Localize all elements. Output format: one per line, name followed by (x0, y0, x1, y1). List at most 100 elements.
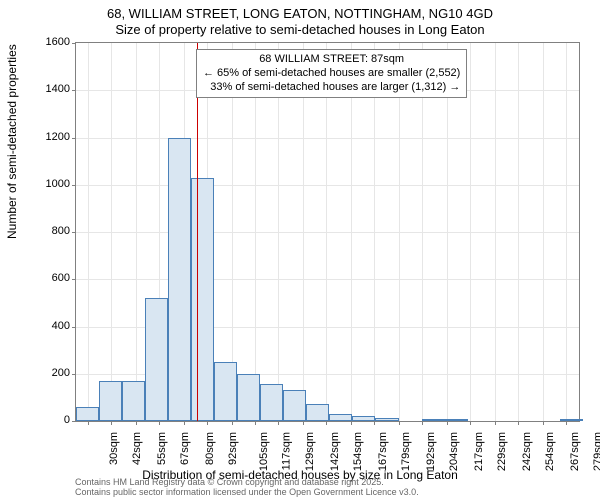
ytick-mark (72, 43, 76, 44)
chart-title-line2: Size of property relative to semi-detach… (0, 22, 600, 37)
xtick-label: 80sqm (204, 432, 216, 465)
xtick-label: 67sqm (179, 432, 191, 465)
xtick-label: 204sqm (448, 432, 460, 471)
ytick-label: 1000 (20, 178, 70, 190)
gridline-v (326, 43, 327, 421)
property-marker-line (197, 43, 199, 421)
histogram-bar (283, 390, 306, 421)
annotation-line3: 33% of semi-detached houses are larger (… (203, 81, 460, 95)
ytick-mark (72, 90, 76, 91)
property-size-histogram: 68, WILLIAM STREET, LONG EATON, NOTTINGH… (0, 0, 600, 500)
gridline-h (76, 138, 579, 139)
histogram-bar (445, 419, 468, 421)
xtick-mark (447, 421, 448, 425)
gridline-v (88, 43, 89, 421)
histogram-bar (168, 138, 191, 422)
histogram-bar (145, 298, 168, 421)
xtick-label: 30sqm (108, 432, 120, 465)
ytick-mark (72, 232, 76, 233)
xtick-label: 267sqm (569, 432, 581, 471)
histogram-bar (237, 374, 260, 421)
gridline-v (543, 43, 544, 421)
histogram-bar (329, 414, 352, 421)
ytick-label: 400 (20, 320, 70, 332)
gridline-v (136, 43, 137, 421)
xtick-mark (351, 421, 352, 425)
ytick-label: 1400 (20, 83, 70, 95)
histogram-bar (260, 384, 283, 421)
xtick-label: 117sqm (280, 432, 292, 470)
ytick-mark (72, 327, 76, 328)
gridline-v (351, 43, 352, 421)
ytick-mark (72, 421, 76, 422)
ytick-mark (72, 279, 76, 280)
xtick-mark (543, 421, 544, 425)
xtick-mark (207, 421, 208, 425)
gridline-v (518, 43, 519, 421)
ytick-label: 800 (20, 225, 70, 237)
gridline-v (495, 43, 496, 421)
xtick-mark (159, 421, 160, 425)
gridline-v (111, 43, 112, 421)
xtick-mark (255, 421, 256, 425)
xtick-mark (88, 421, 89, 425)
histogram-bar (422, 419, 445, 421)
xtick-mark (111, 421, 112, 425)
ytick-mark (72, 185, 76, 186)
xtick-label: 242sqm (521, 432, 533, 471)
xtick-label: 217sqm (473, 432, 485, 471)
xtick-mark (495, 421, 496, 425)
gridline-h (76, 279, 579, 280)
gridline-v (566, 43, 567, 421)
y-axis-label: Number of semi-detached properties (5, 44, 19, 239)
ytick-label: 600 (20, 272, 70, 284)
xtick-label: 229sqm (496, 432, 508, 471)
xtick-label: 105sqm (258, 432, 270, 471)
ytick-label: 200 (20, 367, 70, 379)
ytick-label: 1200 (20, 131, 70, 143)
gridline-v (278, 43, 279, 421)
xtick-label: 154sqm (352, 432, 364, 471)
ytick-mark (72, 374, 76, 375)
xtick-mark (399, 421, 400, 425)
xtick-mark (326, 421, 327, 425)
histogram-bar (306, 404, 329, 421)
gridline-h (76, 232, 579, 233)
xtick-label: 142sqm (329, 432, 341, 471)
xtick-label: 192sqm (425, 432, 437, 471)
xtick-mark (518, 421, 519, 425)
xtick-label: 279sqm (592, 432, 600, 471)
histogram-bar (76, 407, 99, 421)
histogram-bar (191, 178, 214, 421)
xtick-label: 55sqm (156, 432, 168, 465)
histogram-bar (214, 362, 237, 421)
xtick-mark (470, 421, 471, 425)
histogram-bar (99, 381, 122, 421)
ytick-mark (72, 138, 76, 139)
xtick-mark (278, 421, 279, 425)
xtick-label: 254sqm (544, 432, 556, 471)
xtick-label: 129sqm (304, 432, 316, 471)
ytick-label: 1600 (20, 36, 70, 48)
plot-area: 68 WILLIAM STREET: 87sqm ← 65% of semi-d… (75, 42, 580, 422)
footer-line2: Contains public sector information licen… (75, 488, 419, 498)
annotation-line1: 68 WILLIAM STREET: 87sqm (203, 53, 460, 67)
xtick-mark (184, 421, 185, 425)
histogram-bar (352, 416, 375, 421)
chart-footer: Contains HM Land Registry data © Crown c… (75, 478, 419, 498)
gridline-h (76, 185, 579, 186)
xtick-label: 92sqm (227, 432, 239, 465)
xtick-label: 179sqm (400, 432, 412, 471)
xtick-label: 42sqm (131, 432, 143, 465)
histogram-bar (375, 418, 398, 421)
chart-title-line1: 68, WILLIAM STREET, LONG EATON, NOTTINGH… (0, 6, 600, 21)
xtick-label: 167sqm (377, 432, 389, 471)
xtick-mark (374, 421, 375, 425)
histogram-bar (122, 381, 145, 421)
xtick-mark (136, 421, 137, 425)
histogram-bar (560, 419, 583, 421)
ytick-label: 0 (20, 414, 70, 426)
gridline-v (422, 43, 423, 421)
gridline-v (399, 43, 400, 421)
xtick-mark (303, 421, 304, 425)
